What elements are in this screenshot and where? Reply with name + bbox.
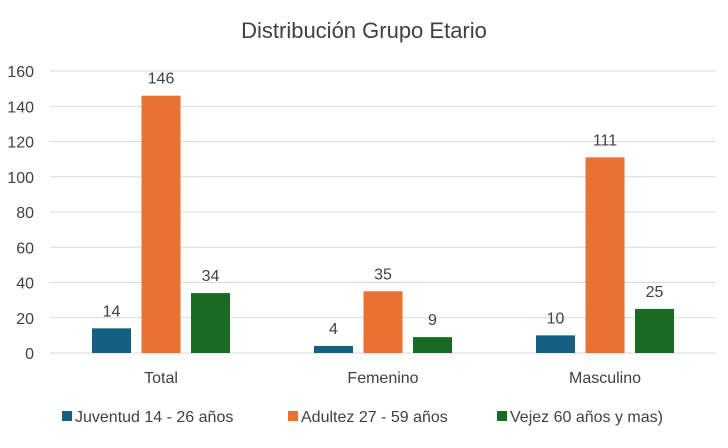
data-label: 14 [103, 303, 121, 320]
y-tick-label: 80 [16, 205, 34, 222]
bars [92, 95, 674, 354]
data-label: 146 [148, 71, 175, 88]
bar-2-1 [141, 95, 181, 354]
y-axis: 0 20 40 60 80 100 120 140 160 [7, 64, 34, 363]
legend-swatch [288, 411, 298, 421]
y-tick-label: 120 [7, 135, 34, 152]
data-label: 10 [547, 310, 565, 327]
data-labels: 14 146 34 4 35 9 10 111 25 [103, 71, 664, 338]
bar-1-3 [536, 335, 575, 353]
y-tick-label: 60 [16, 240, 34, 257]
data-label: 111 [593, 132, 617, 149]
legend-swatch [497, 411, 507, 421]
legend-label: Juventud 14 - 26 años [75, 409, 233, 426]
bar-1-2 [314, 345, 353, 353]
y-tick-label: 100 [7, 170, 34, 187]
bar-3-2 [413, 337, 452, 353]
legend-label: Vejez 60 años y mas) [510, 409, 663, 426]
data-label: 34 [202, 268, 220, 285]
data-label: 25 [646, 284, 664, 301]
chart-title: Distribución Grupo Etario [241, 18, 487, 43]
y-tick-label: 140 [7, 99, 34, 116]
y-tick-label: 40 [16, 276, 34, 293]
bar-2-2 [363, 291, 403, 353]
bar-3-1 [191, 293, 230, 353]
bar-3-3 [635, 308, 674, 353]
y-tick-label: 0 [25, 346, 34, 363]
bar-2-3 [585, 157, 625, 353]
legend-label: Adultez 27 - 59 años [301, 409, 448, 426]
x-category-label: Femenino [347, 370, 418, 387]
data-label: 4 [329, 321, 338, 338]
legend-swatch [62, 411, 72, 421]
y-tick-label: 160 [7, 64, 34, 81]
y-tick-label: 20 [16, 311, 34, 328]
bar-1-1 [92, 328, 131, 353]
data-label: 35 [374, 266, 392, 283]
x-category-label: Masculino [569, 370, 641, 387]
data-label: 9 [428, 312, 437, 329]
legend: Juventud 14 - 26 años Adultez 27 - 59 año… [62, 409, 663, 426]
x-axis: Total Femenino Masculino [144, 370, 641, 387]
x-category-label: Total [144, 370, 178, 387]
